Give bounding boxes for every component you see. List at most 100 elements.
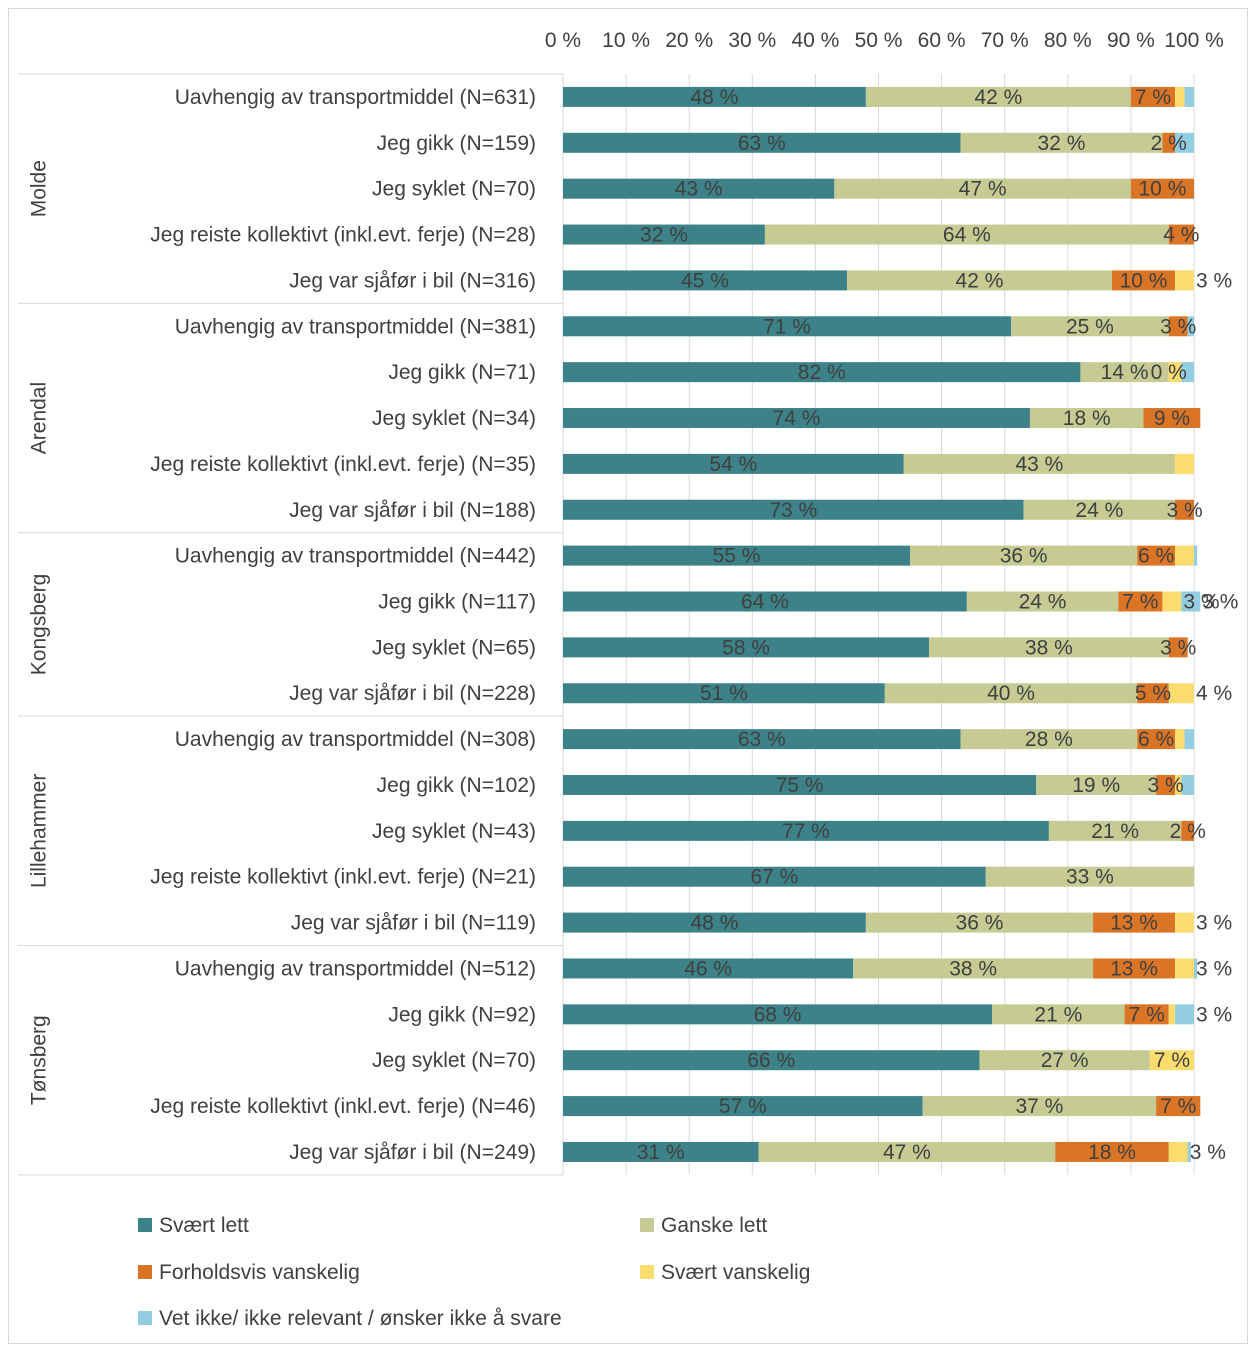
bar-segment [910, 545, 1138, 566]
bar-segment [1168, 683, 1194, 704]
category-label: Jeg syklet (N=70) [372, 178, 536, 201]
category-label: Uavhengig av transportmiddel (N=381) [175, 315, 536, 338]
bar-segment [853, 958, 1094, 979]
category-label: Jeg syklet (N=34) [372, 407, 536, 430]
category-label: Jeg var sjåfør i bil (N=188) [289, 499, 536, 522]
data-label: 58 % [722, 636, 770, 659]
category-label: Jeg var sjåfør i bil (N=249) [289, 1141, 536, 1164]
x-tick-label: 60 % [918, 29, 966, 52]
category-label: Jeg reiste kollektivt (inkl.evt. ferje) … [150, 1095, 536, 1118]
bar-segment [1156, 1096, 1201, 1117]
data-label: 21 % [1091, 820, 1139, 843]
bar-segment [1055, 1141, 1169, 1162]
data-label: 9 % [1154, 407, 1190, 430]
data-label: 77 % [782, 820, 830, 843]
category-label: Jeg gikk (N=102) [377, 774, 536, 797]
data-label: 28 % [1025, 728, 1073, 751]
group-label: Molde [28, 160, 51, 217]
legend-label: Svært lett [159, 1214, 249, 1237]
bar-segment [563, 1141, 759, 1162]
data-label: 37 % [1015, 1095, 1063, 1118]
bar-segment [563, 316, 1012, 337]
data-label: 64 % [943, 224, 991, 247]
data-label: 5 % [1135, 682, 1171, 705]
data-label: 46 % [684, 957, 732, 980]
x-tick-label: 70 % [981, 29, 1029, 52]
bar-segment [563, 729, 961, 750]
bar-segment [1168, 362, 1182, 383]
data-label: 24 % [1075, 499, 1123, 522]
bar-segment [903, 453, 1176, 474]
bar-segment [563, 912, 866, 933]
bar-segment [1194, 958, 1198, 979]
bar-segment [1168, 637, 1188, 658]
data-label: 82 % [798, 361, 846, 384]
group-label: Arendal [28, 382, 51, 454]
data-label: 3 % [1190, 1141, 1226, 1164]
bar-segment [1162, 132, 1176, 153]
data-label: 10 % [1139, 178, 1187, 201]
data-label: 14 % [1101, 361, 1149, 384]
bar-segment [563, 1004, 993, 1025]
data-label: 63 % [738, 132, 786, 155]
x-tick-label: 20 % [665, 29, 713, 52]
data-label: 3 % [1202, 591, 1238, 614]
data-label: 36 % [956, 912, 1004, 935]
data-label: 18 % [1063, 407, 1111, 430]
x-tick-label: 90 % [1107, 29, 1155, 52]
bar-segment [1175, 1004, 1194, 1025]
group-label: Kongsberg [28, 574, 51, 676]
data-label: 3 % [1183, 591, 1219, 614]
data-label: 38 % [1025, 636, 1073, 659]
data-label: 40 % [987, 682, 1035, 705]
data-label: 32 % [640, 224, 688, 247]
bar-segment [563, 408, 1030, 429]
bar-segment [1184, 86, 1194, 107]
bar-segment [563, 132, 961, 153]
bar-segment [1187, 316, 1194, 337]
data-label: 32 % [1038, 132, 1086, 155]
bar-segment [1036, 774, 1157, 795]
bar-segment [1130, 178, 1194, 199]
category-label: Uavhengig av transportmiddel (N=512) [175, 957, 536, 980]
data-label: 6 % [1138, 728, 1174, 751]
bar-segment [1181, 820, 1194, 841]
bar-segment [563, 820, 1049, 841]
x-tick-label: 50 % [855, 29, 903, 52]
x-tick-label: 30 % [728, 29, 776, 52]
category-label: Jeg var sjåfør i bil (N=316) [289, 269, 536, 292]
bar-segment [846, 270, 1112, 291]
bar-segment [865, 86, 1131, 107]
bar-segment [1137, 683, 1169, 704]
data-label: 68 % [754, 1003, 802, 1026]
data-label: 64 % [741, 591, 789, 614]
bar-segment [1093, 912, 1176, 933]
bar-segment [1093, 958, 1176, 979]
data-label: 13 % [1110, 957, 1158, 980]
data-label: 47 % [959, 178, 1007, 201]
bar-segment [1168, 224, 1194, 245]
category-label: Jeg reiste kollektivt (inkl.evt. ferje) … [150, 224, 536, 247]
data-label: 31 % [637, 1141, 685, 1164]
data-label: 19 % [1072, 774, 1120, 797]
bar-segment [1162, 591, 1182, 612]
category-label: Jeg reiste kollektivt (inkl.evt. ferje) … [150, 453, 536, 476]
legend-swatch [138, 1311, 152, 1325]
bar-segment [1124, 1004, 1169, 1025]
data-label: 73 % [769, 499, 817, 522]
bar-segment [960, 132, 1163, 153]
x-tick-label: 80 % [1044, 29, 1092, 52]
bar-segment [1149, 1050, 1194, 1071]
data-label: 3 % [1196, 912, 1232, 935]
bar-segment [758, 1141, 1056, 1162]
data-label: 3 % [1196, 957, 1232, 980]
data-label: 3 % [1196, 269, 1232, 292]
bar-segment [563, 1050, 980, 1071]
bar-segment [1118, 591, 1163, 612]
legend-label: Vet ikke/ ikke relevant / ønsker ikke å … [159, 1307, 562, 1330]
bar-segment [979, 1050, 1150, 1071]
data-label: 67 % [750, 866, 798, 889]
data-label: 2 % [1170, 820, 1206, 843]
x-tick-label: 100 % [1164, 29, 1224, 52]
